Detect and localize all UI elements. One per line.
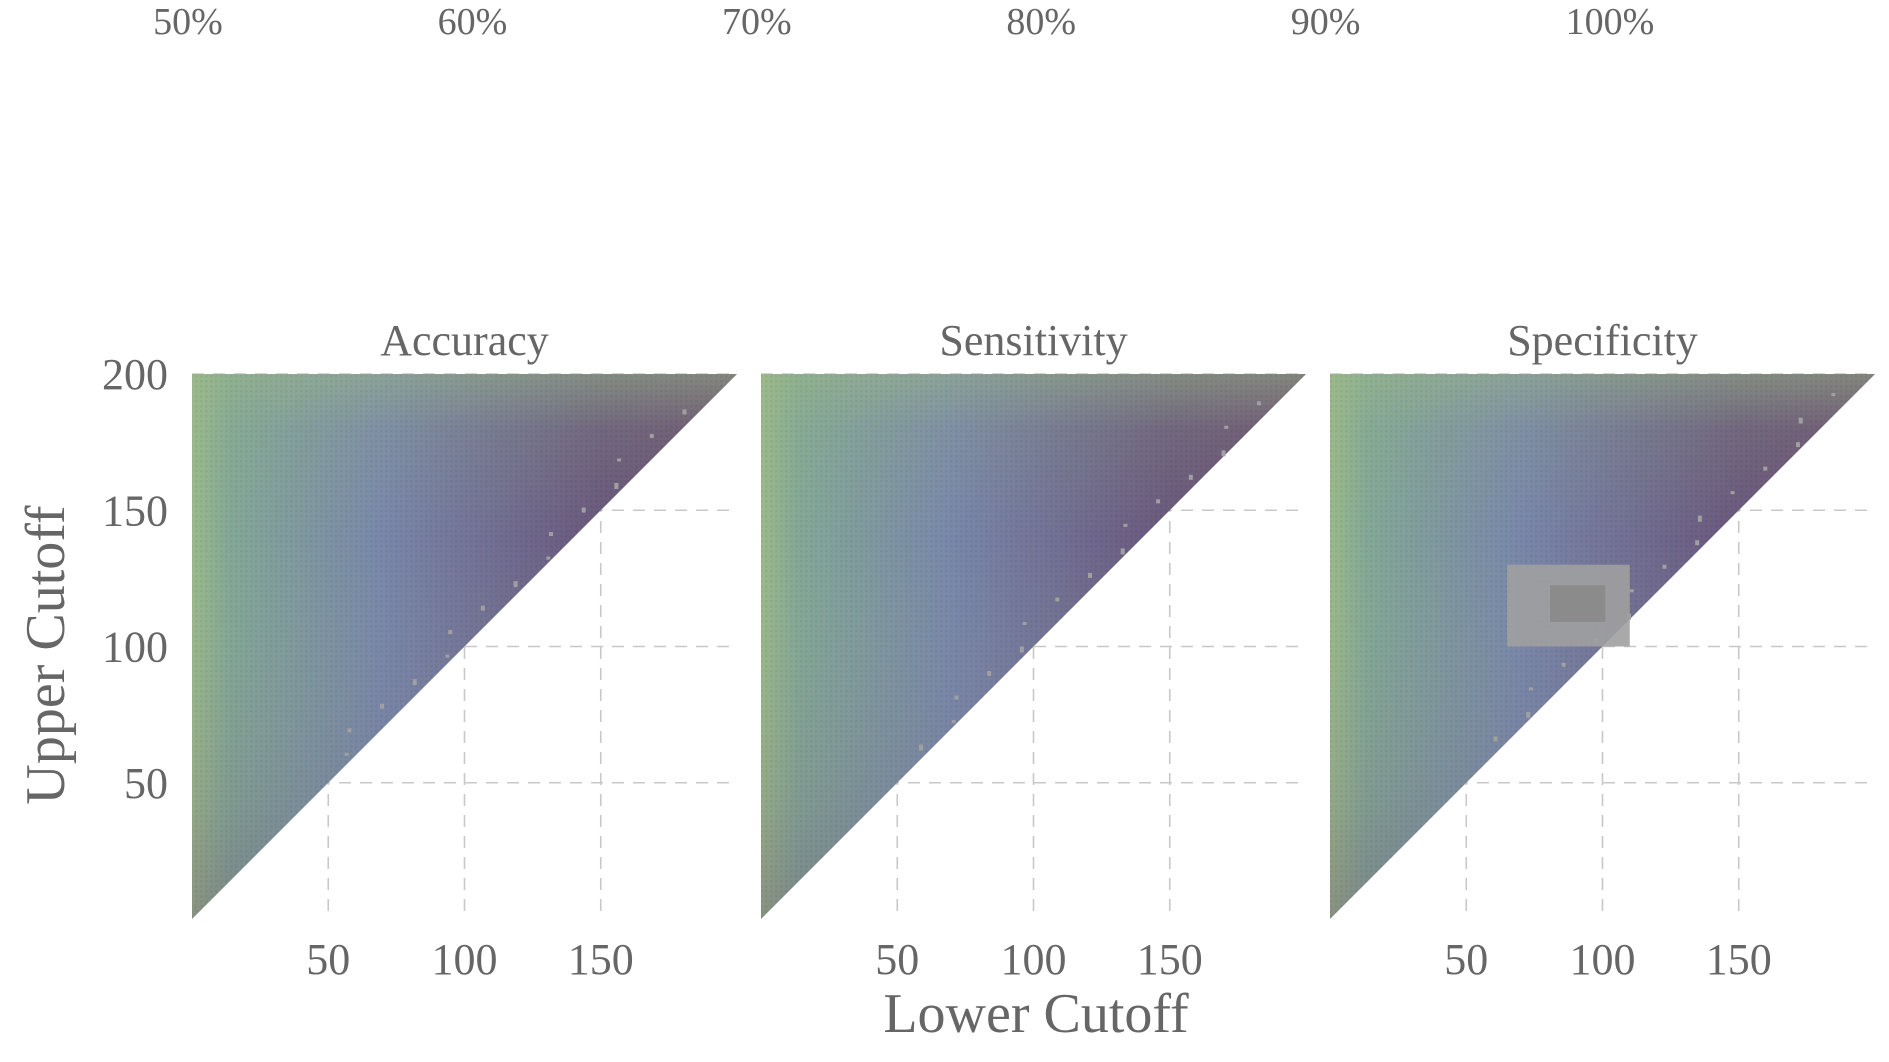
missing-cell (1493, 736, 1498, 742)
missing-cell (1221, 450, 1226, 457)
y-tick-label: 150 (102, 486, 168, 535)
x-tick-label: 100 (1001, 935, 1067, 984)
x-tick-label: 150 (1706, 935, 1772, 984)
missing-cell (581, 507, 586, 513)
missing-cell (1831, 393, 1836, 397)
missing-cell (1088, 572, 1092, 578)
x-tick-label: 100 (1570, 935, 1636, 984)
y-axis-title: Upper Cutoff (15, 505, 77, 804)
x-tick-label: 150 (1137, 935, 1203, 984)
y-tick-label: 200 (102, 350, 168, 399)
heatmap-texture (761, 374, 1306, 919)
missing-cell (1123, 523, 1128, 527)
x-tick-label: 150 (568, 935, 634, 984)
missing-cell (951, 720, 956, 724)
missing-cell (1528, 687, 1533, 691)
missing-cell (649, 433, 654, 438)
missing-cell (1795, 442, 1800, 448)
missing-cell (1662, 564, 1667, 569)
missing-cell (1055, 597, 1060, 602)
heatmap-texture (192, 374, 737, 919)
x-tick-label: 50 (875, 935, 919, 984)
missing-cell (480, 605, 485, 611)
facet-title: Sensitivity (939, 316, 1127, 365)
facet-panels: Accuracy 50 100 150 50 100 150 200 Sensitivity 50… (102, 316, 1875, 984)
x-tick-label: 100 (432, 935, 498, 984)
colorbar-label: 50% (153, 1, 223, 43)
missing-cell (1156, 499, 1161, 504)
missing-cell (445, 654, 450, 658)
missing-cells (344, 409, 687, 756)
missing-cell (347, 728, 352, 733)
facet-panel: Sensitivity 50 100 150 (761, 316, 1306, 984)
missing-cell (1022, 621, 1027, 625)
x-tick-label: 50 (1444, 935, 1488, 984)
colorbar: 50% 60% 70% 80% 90% 100% (153, 1, 1654, 43)
missing-cell (919, 744, 924, 751)
facet-panel: Accuracy 50 100 150 50 100 150 200 (102, 316, 737, 984)
missing-cell (1697, 515, 1702, 522)
missing-cell (1256, 401, 1261, 406)
colorbar-label: 60% (438, 1, 508, 43)
missing-cell (546, 556, 551, 560)
x-tick-label: 50 (306, 935, 350, 984)
missing-cell (954, 695, 959, 700)
missing-cell (412, 679, 417, 686)
missing-cells (919, 401, 1261, 751)
missing-cell (448, 630, 453, 635)
missing-cell (1763, 466, 1768, 471)
missing-cell (548, 532, 553, 537)
colorbar-label: 70% (722, 1, 792, 43)
missing-cell (344, 752, 349, 756)
missing-cell (1695, 540, 1700, 546)
missing-cell (1798, 417, 1803, 424)
missing-cell (1019, 646, 1024, 653)
colorbar-label: 80% (1006, 1, 1076, 43)
missing-cell (1730, 491, 1735, 495)
missing-cell (682, 409, 687, 415)
missing-cell (614, 483, 619, 489)
missing-cell (617, 458, 622, 462)
na-region-core (1550, 585, 1606, 622)
missing-cell (1188, 474, 1193, 480)
y-tick-label: 50 (124, 759, 168, 808)
facet-title: Specificity (1507, 316, 1698, 365)
missing-cell (987, 671, 992, 677)
missing-cell (1120, 548, 1125, 555)
colorbar-label: 90% (1291, 1, 1361, 43)
missing-cell (1629, 589, 1634, 593)
missing-cell (1526, 711, 1531, 718)
missing-cell (1224, 425, 1229, 429)
missing-cell (1561, 662, 1566, 667)
colorbar-label: 100% (1566, 1, 1655, 43)
facet-panel: Specificity 50 100 150 (1330, 316, 1875, 984)
missing-cell (513, 581, 518, 588)
missing-cell (380, 703, 385, 709)
x-axis-title: Lower Cutoff (883, 983, 1189, 1045)
facet-title: Accuracy (380, 316, 549, 365)
y-tick-label: 100 (102, 623, 168, 672)
